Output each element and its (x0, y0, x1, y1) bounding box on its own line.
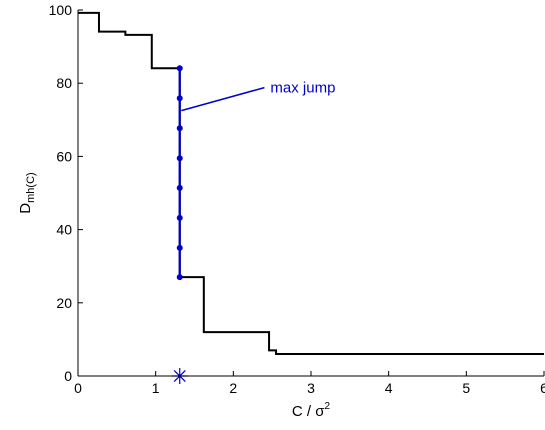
y-axis-label: Dmh(C) (17, 172, 37, 213)
x-tick-label: 2 (229, 380, 237, 396)
x-tick-label: 3 (307, 380, 315, 396)
max-jump-point (176, 155, 183, 162)
y-axis-label-sub: mh(C) (25, 172, 37, 203)
x-tick-label: 6 (540, 380, 545, 396)
y-tick-label: 0 (64, 368, 72, 384)
y-axis: 0 20 40 60 80 100 (49, 2, 83, 384)
x-axis-label-sup: 2 (325, 401, 331, 412)
annotation-max-jump: max jump (270, 80, 335, 97)
x-axis: 0 1 2 3 4 5 6 (74, 371, 545, 396)
plot-area (78, 11, 544, 384)
max-jump-point (176, 214, 183, 221)
max-jump-point (176, 125, 183, 132)
y-axis-label-main: D (17, 203, 34, 214)
y-tick-label: 20 (56, 295, 72, 311)
y-tick-label: 80 (56, 75, 72, 91)
max-jump-point (176, 184, 183, 191)
x-tick-label: 4 (385, 380, 393, 396)
max-jump-point (176, 244, 183, 251)
x-tick-label: 0 (74, 380, 82, 396)
x-tick-label: 5 (462, 380, 470, 396)
max-jump-point (176, 274, 183, 281)
annotation-pointer-line (181, 86, 265, 112)
y-tick-label: 60 (56, 148, 72, 164)
max-jump-point (176, 65, 183, 72)
x-tick-label: 1 (152, 380, 160, 396)
y-tick-label: 40 (56, 222, 72, 238)
step-series-line (78, 11, 544, 356)
x-axis-label: C / σ2 (292, 401, 331, 420)
max-jump-point (176, 95, 183, 102)
x-axis-label-main: C / σ (292, 403, 325, 420)
y-tick-label: 100 (49, 2, 73, 18)
